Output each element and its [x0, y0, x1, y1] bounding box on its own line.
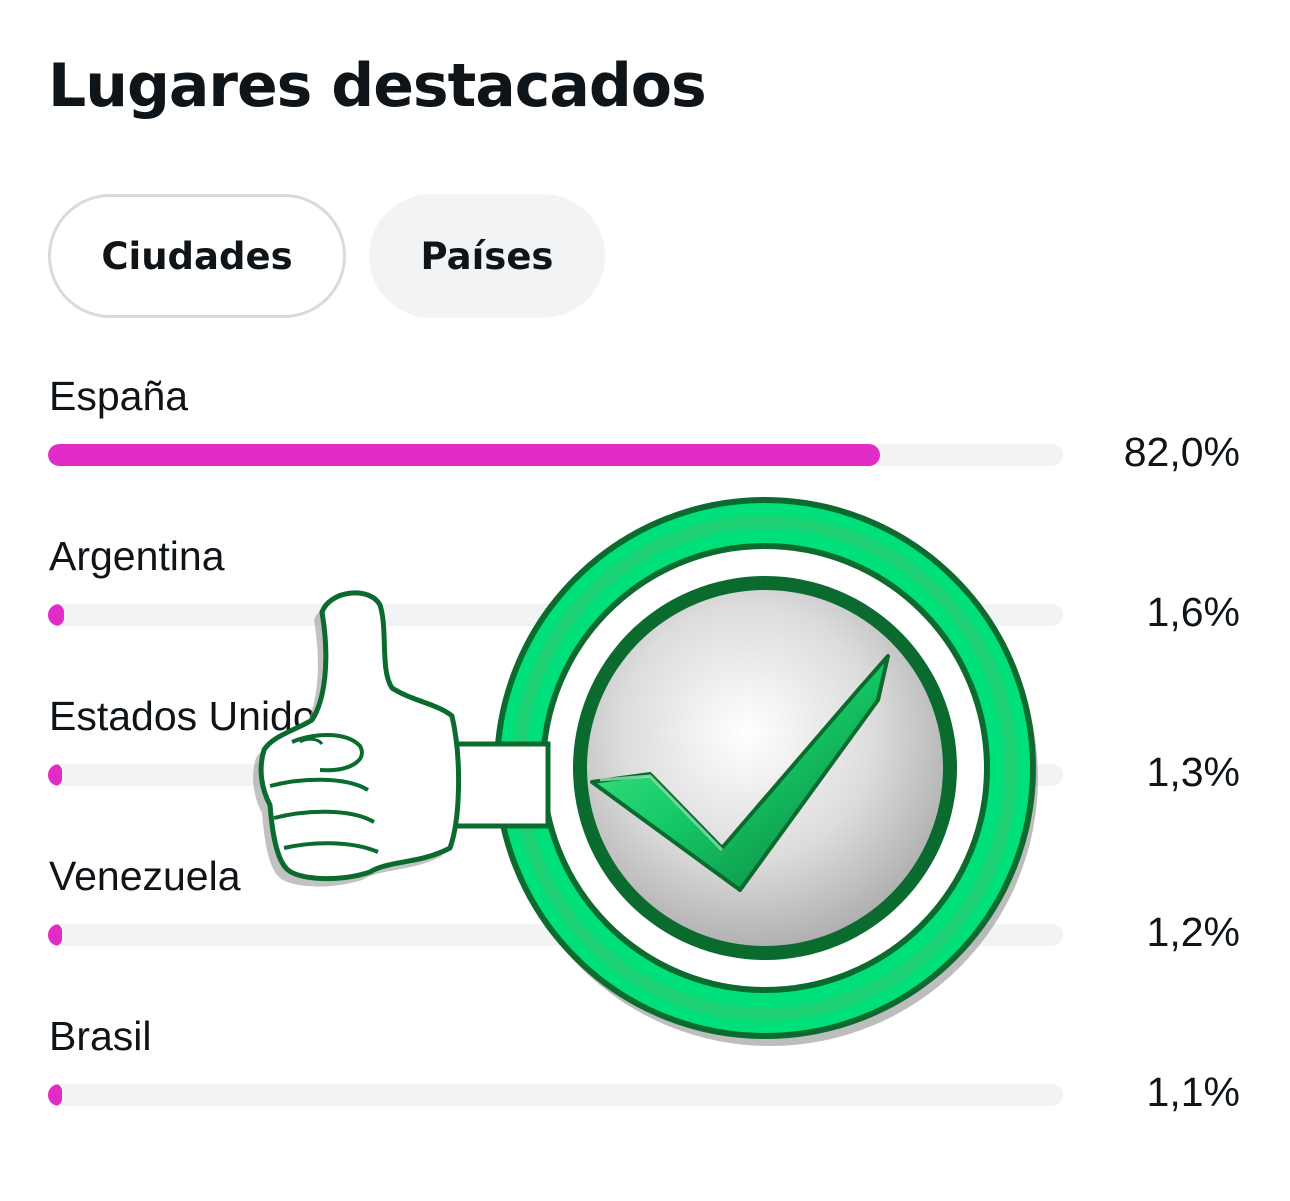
location-name: Estados Unidos: [49, 693, 337, 739]
location-percent: 82,0%: [1123, 429, 1240, 475]
location-percent: 1,6%: [1146, 589, 1240, 635]
location-bar-fill: [48, 1084, 62, 1106]
location-name: Argentina: [49, 533, 225, 579]
location-row: Argentina 1,6%: [0, 532, 1290, 662]
location-bar-track: [48, 764, 1063, 786]
location-name: España: [49, 373, 189, 419]
location-row: Venezuela 1,2%: [0, 852, 1290, 982]
location-bar-fill: [48, 764, 62, 786]
tab-paises[interactable]: Países: [369, 194, 605, 318]
tab-paises-label: Países: [420, 234, 554, 278]
tab-ciudades-label: Ciudades: [101, 234, 293, 278]
location-percent: 1,3%: [1146, 749, 1240, 795]
location-bar-track: [48, 444, 1063, 466]
location-row: Estados Unidos 1,3%: [0, 692, 1290, 822]
location-bar-fill: [48, 604, 65, 626]
location-name: Venezuela: [49, 853, 241, 899]
location-row: España 82,0%: [0, 372, 1290, 502]
location-bar-track: [48, 1084, 1063, 1106]
location-row: Brasil 1,1%: [0, 1012, 1290, 1142]
page-title: Lugares destacados: [48, 51, 707, 121]
location-name: Brasil: [49, 1013, 152, 1059]
location-bar-track: [48, 604, 1063, 626]
tab-ciudades[interactable]: Ciudades: [48, 194, 346, 318]
location-bar-fill: [48, 444, 881, 466]
location-percent: 1,2%: [1146, 909, 1240, 955]
location-bar-track: [48, 924, 1063, 946]
location-bar-fill: [48, 924, 62, 946]
location-percent: 1,1%: [1146, 1069, 1240, 1115]
